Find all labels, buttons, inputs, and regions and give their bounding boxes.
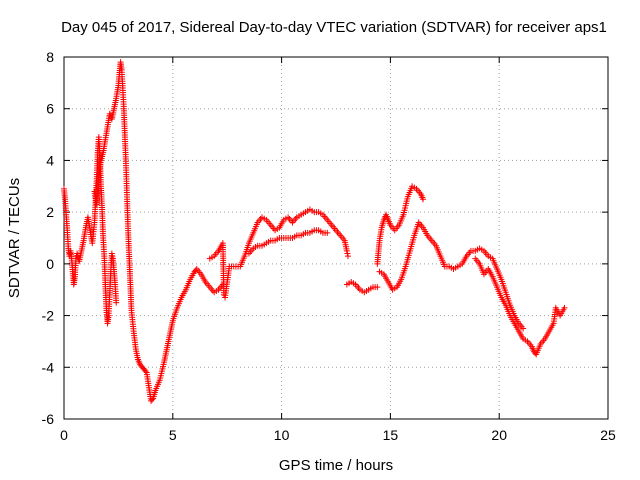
- data-point: [109, 253, 116, 260]
- y-axis-ticks: -6 -4 -2 0 2 4 6 8: [42, 49, 608, 427]
- x-axis-ticks: 0 5 10 15 20 25: [60, 57, 616, 443]
- data-point: [344, 250, 351, 257]
- grid-lines: [64, 57, 608, 419]
- data-point: [66, 250, 73, 257]
- data-point: [149, 396, 156, 403]
- y-tick-label: 2: [46, 204, 54, 220]
- y-tick-label: 4: [46, 152, 54, 168]
- data-points: [61, 59, 568, 404]
- x-tick-label: 5: [169, 427, 177, 443]
- y-tick-label: -6: [42, 411, 55, 427]
- data-point: [374, 284, 381, 291]
- data-point: [108, 250, 115, 257]
- x-tick-label: 15: [383, 427, 399, 443]
- y-tick-label: -2: [42, 308, 55, 324]
- data-point: [420, 196, 427, 203]
- plot-frame: [63, 56, 609, 420]
- y-axis-label: SDTVAR / TECUs: [6, 178, 23, 298]
- x-axis-label: GPS time / hours: [279, 457, 393, 474]
- y-tick-label: 8: [46, 49, 54, 65]
- data-point: [113, 299, 120, 306]
- data-point: [324, 229, 331, 236]
- chart-title: Day 045 of 2017, Sidereal Day-to-day VTE…: [61, 19, 607, 36]
- data-point: [142, 368, 149, 375]
- x-tick-label: 25: [600, 427, 616, 443]
- data-point: [344, 253, 351, 260]
- y-tick-label: 6: [46, 101, 54, 117]
- x-tick-label: 20: [491, 427, 507, 443]
- x-tick-label: 10: [274, 427, 290, 443]
- y-tick-label: -4: [42, 359, 55, 375]
- y-tick-label: 0: [46, 256, 54, 272]
- data-point: [520, 325, 527, 332]
- x-tick-label: 0: [60, 427, 68, 443]
- data-point: [343, 247, 350, 254]
- data-point: [561, 304, 568, 311]
